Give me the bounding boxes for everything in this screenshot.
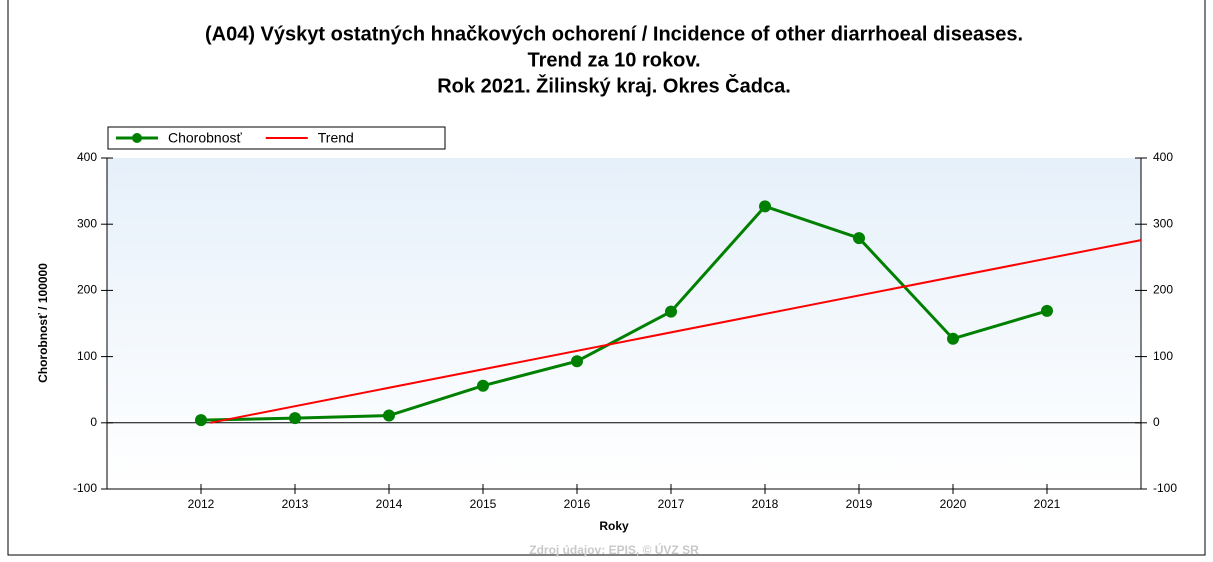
source: Zdroj údajov: EPIS, © ÚVZ SR — [529, 542, 699, 557]
frame — [7, 0, 1206, 556]
series-line — [210, 239, 1142, 424]
point — [853, 232, 865, 245]
x-tick-label: 2016 — [564, 497, 591, 511]
point — [759, 200, 771, 213]
x-tick-label: 2017 — [658, 497, 685, 511]
y2-tick-label: 0 — [1153, 415, 1160, 429]
plot-area — [107, 158, 1141, 489]
y2-tick-label: -100 — [1153, 481, 1177, 495]
point — [947, 332, 959, 345]
x-tick-label: 2019 — [846, 497, 873, 511]
legend-label: Trend — [318, 130, 354, 146]
y-tick-label: -100 — [73, 481, 97, 495]
point — [289, 412, 301, 425]
y-tick-label: 400 — [77, 150, 97, 164]
x-tick-label: 2020 — [940, 497, 967, 511]
point — [195, 414, 207, 427]
point — [1041, 304, 1053, 317]
series-line — [200, 204, 1048, 422]
y-tick-label: 0 — [90, 415, 97, 429]
y2-tick-label: 300 — [1153, 216, 1173, 230]
y2-tick-label: 400 — [1153, 150, 1173, 164]
y2-tick-label: 100 — [1153, 349, 1173, 363]
x-tick-label: 2015 — [470, 497, 497, 511]
point — [383, 409, 395, 422]
x-axis-label: Roky — [599, 519, 629, 533]
x-tick-label: 2021 — [1034, 497, 1061, 511]
y-tick-label: 200 — [77, 283, 97, 297]
chart-title: Trend za 10 rokov. — [527, 49, 700, 71]
x-tick-label: 2018 — [752, 497, 779, 511]
y-tick-label: 100 — [77, 349, 97, 363]
point — [665, 305, 677, 318]
y2-tick-label: 200 — [1153, 283, 1173, 297]
chart-title: Rok 2021. Žilinský kraj. Okres Čadca. — [437, 73, 791, 97]
x-tick-label: 2014 — [376, 497, 403, 511]
point — [477, 379, 489, 392]
legend-marker — [132, 133, 142, 143]
y-tick-label: 300 — [77, 216, 97, 230]
chart-title: (A04) Výskyt ostatných hnačkových ochore… — [205, 23, 1023, 45]
x-tick-label: 2012 — [188, 497, 215, 511]
x-tick-label: 2013 — [282, 497, 309, 511]
point — [571, 355, 583, 368]
y-axis-label: Chorobnosť / 100000 — [36, 263, 50, 383]
legend-label: Chorobnosť — [168, 130, 242, 146]
